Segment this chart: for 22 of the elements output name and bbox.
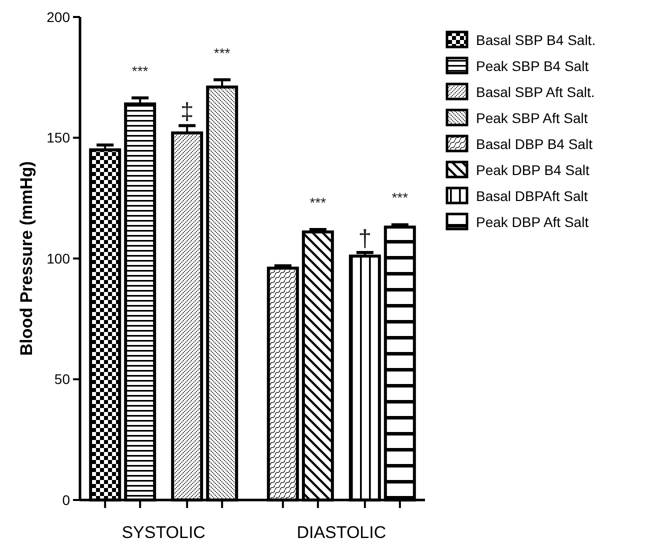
annotation: *** xyxy=(392,190,409,206)
y-tick-label: 100 xyxy=(46,250,70,266)
x-tick-label: DIASTOLIC xyxy=(296,523,386,542)
legend-label: Basal DBP B4 Salt xyxy=(476,136,593,152)
annotation: *** xyxy=(310,194,327,211)
legend-label: Basal DBPAft Salt xyxy=(476,188,588,204)
legend-label: Peak SBP Aft Salt xyxy=(476,110,588,126)
legend-label: Basal SBP Aft Salt. xyxy=(476,84,595,100)
annotation: *** xyxy=(214,44,231,61)
legend-label: Peak SBP B4 Salt xyxy=(476,58,589,74)
legend-label: Basal SBP B4 Salt. xyxy=(476,32,596,48)
y-tick-label: 150 xyxy=(46,130,70,146)
x-tick-label: SYSTOLIC xyxy=(122,523,206,542)
y-tick-label: 200 xyxy=(46,8,70,25)
y-tick-label: 50 xyxy=(54,371,70,388)
annotation: *** xyxy=(132,62,149,79)
annotation: ‡ xyxy=(180,98,194,126)
legend-label: Peak DBP B4 Salt xyxy=(476,162,590,178)
y-tick-label: 0 xyxy=(62,492,70,508)
legend-label: Peak DBP Aft Salt xyxy=(476,214,589,230)
annotation: † xyxy=(358,225,372,252)
y-axis-title: Blood Pressure (mmHg) xyxy=(17,161,36,356)
